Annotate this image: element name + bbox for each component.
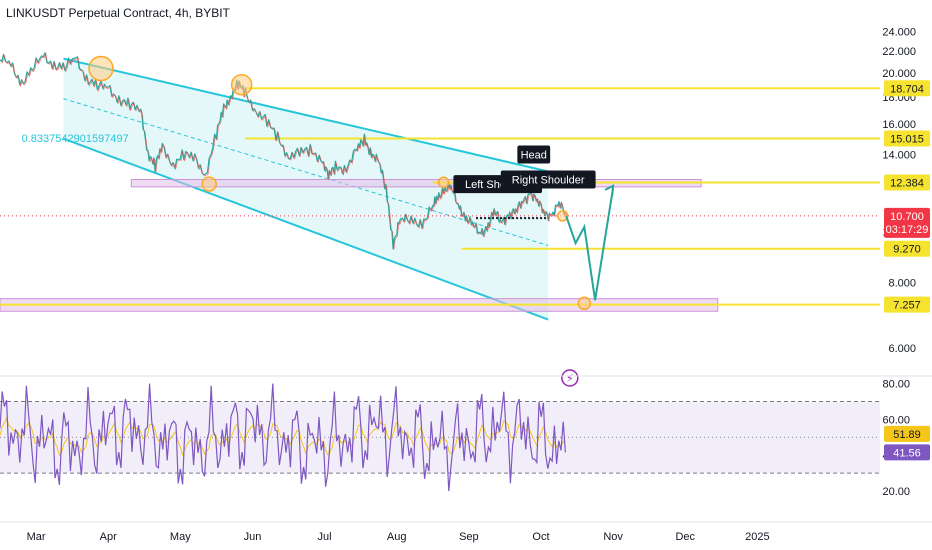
time-tick-label: May — [170, 531, 191, 543]
time-tick-label: Oct — [532, 531, 549, 543]
fib-level-label: 0.8337542901597497 — [22, 133, 129, 145]
price-tick-label: 14.000 — [882, 149, 916, 161]
current-price-text: 10.700 — [890, 211, 924, 223]
level-tag-box — [884, 80, 930, 97]
chart-title: LINKUSDT Perpetual Contract, 4h, BYBIT — [6, 6, 230, 20]
price-tick-label: 8.000 — [888, 277, 916, 289]
lightning-icon-ring — [561, 369, 579, 387]
time-tick-label: Dec — [675, 531, 695, 543]
lightning-icon-glyph: ⚡ — [566, 372, 574, 385]
projection-path — [565, 187, 615, 301]
rsi-value-tag-text: 41.56 — [893, 447, 921, 459]
rsi-tick-label: 60.00 — [882, 414, 910, 426]
annotation-box — [517, 145, 551, 164]
rsi-line — [0, 383, 566, 492]
annotation-label: Right Shoulder — [500, 170, 596, 189]
price-line-down — [0, 52, 568, 250]
level-tag: 15.015 — [884, 130, 930, 147]
touch-marker — [577, 296, 592, 311]
current-price-box — [884, 207, 930, 238]
annotation-text: Right Shoulder — [512, 174, 585, 186]
lightning-icon: ⚡ — [561, 369, 579, 387]
rsi-ma-tag: 51.89 — [884, 425, 930, 442]
price-tick-label: 22.000 — [882, 46, 916, 58]
rsi-tick-label: 80.00 — [882, 379, 910, 391]
channel-fill — [63, 58, 549, 320]
level-tag: 18.704 — [884, 80, 930, 97]
countdown-text: 03:17:29 — [886, 224, 929, 236]
price-tick-label: 20.000 — [882, 68, 916, 80]
level-tag-text: 9.270 — [893, 244, 921, 256]
touch-marker — [88, 55, 114, 82]
level-tag-text: 18.704 — [890, 83, 924, 95]
rsi-ma-tag-box — [884, 425, 930, 442]
projection-arrowhead — [604, 184, 615, 196]
rsi-tick-label: 20.00 — [882, 486, 910, 498]
channel-lower-line — [63, 137, 549, 321]
touch-marker — [201, 176, 217, 192]
annotation-label: Head — [517, 145, 551, 164]
time-tick-label: 2025 — [745, 531, 769, 543]
price-tick-label: 16.000 — [882, 119, 916, 131]
time-tick-label: Mar — [27, 531, 46, 543]
touch-marker — [437, 176, 450, 188]
level-tag: 12.384 — [884, 174, 930, 191]
level-tag-box — [884, 174, 930, 191]
touch-marker — [230, 73, 253, 96]
time-tick-label: Jun — [244, 531, 262, 543]
level-tag-text: 15.015 — [890, 134, 924, 146]
time-tick-label: Nov — [603, 531, 623, 543]
time-tick-label: Jul — [318, 531, 332, 543]
level-tag-box — [884, 240, 930, 257]
time-tick-label: Apr — [100, 531, 117, 543]
level-tag-box — [884, 296, 930, 313]
price-tick-label: 24.000 — [882, 26, 916, 38]
rsi-value-tag-box — [884, 444, 930, 461]
level-tag-text: 7.257 — [893, 300, 921, 312]
axes-layer: 24.00022.00020.00018.00016.00014.00010.0… — [0, 26, 932, 543]
price-tick-label: 6.000 — [888, 343, 916, 355]
level-tag-text: 12.384 — [890, 178, 924, 190]
level-tag-box — [884, 130, 930, 147]
touch-marker — [556, 210, 569, 222]
rsi-ma-tag-text: 51.89 — [893, 429, 921, 441]
time-tick-label: Aug — [387, 531, 407, 543]
time-tick-label: Sep — [459, 531, 479, 543]
level-tag: 9.270 — [884, 240, 930, 257]
annotation-text: Head — [521, 149, 547, 161]
level-tag: 7.257 — [884, 296, 930, 313]
rsi-value-tag: 41.56 — [884, 444, 930, 461]
series-layer — [0, 52, 568, 492]
annotation-box — [500, 170, 596, 189]
channel-upper-line — [63, 57, 549, 173]
